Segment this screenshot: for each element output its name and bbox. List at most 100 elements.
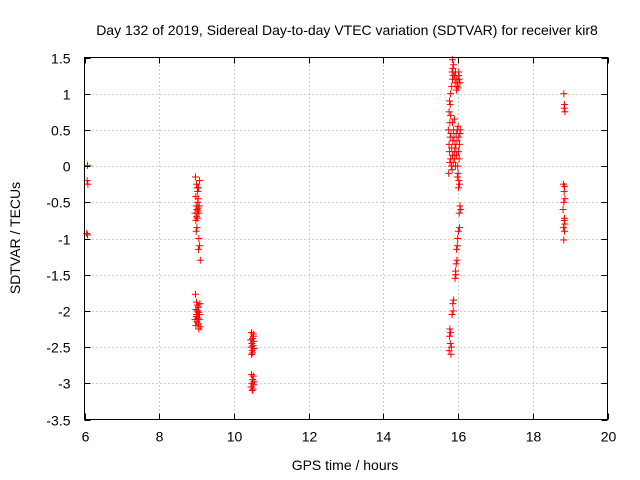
data-point [194,195,202,203]
y-tick-label: 0 [63,159,71,175]
data-point [453,242,461,250]
data-point [452,271,460,279]
data-point [445,332,453,340]
data-point [561,108,569,116]
data-point [457,206,465,214]
data-point [447,90,455,98]
data-point [455,68,463,76]
y-tick-label: 1 [63,87,71,103]
y-tick-label: -3.5 [46,413,70,429]
data-point [561,220,569,228]
data-point [193,206,201,214]
data-point [192,216,200,224]
data-point [249,372,257,380]
y-tick-label: 0.5 [51,123,71,139]
data-point [84,180,92,188]
data-point [445,347,453,355]
data-point [194,184,202,192]
data-point [248,387,256,395]
data-point [447,329,455,337]
data-point [456,180,464,188]
data-point [193,213,201,221]
x-tick-label: 20 [601,429,617,445]
data-point [560,104,568,112]
y-tick-label: -1 [58,232,71,248]
data-point [450,115,458,123]
data-point [559,206,567,214]
data-point [454,235,462,242]
x-tick-label: 16 [451,429,467,445]
data-point [447,111,455,119]
data-point [450,296,458,304]
data-point [449,300,457,308]
axis-ticks [84,57,609,421]
y-tick-label: -2 [58,304,71,320]
data-point [249,385,257,393]
data-point [247,343,255,351]
data-point [449,64,457,72]
data-point [561,227,569,235]
data-point [193,298,201,306]
data-point [456,224,464,232]
data-point [452,144,460,152]
data-point [445,140,453,148]
data-point [455,155,463,163]
data-point [448,166,456,174]
data-points [83,56,569,395]
x-tick-label: 14 [376,429,392,445]
chart-title: Day 132 of 2019, Sidereal Day-to-day VTE… [96,22,598,38]
data-point [560,236,568,244]
data-point [453,245,461,253]
y-tick-label: -0.5 [46,195,70,211]
data-point [193,307,201,315]
data-point [453,256,461,264]
y-tick-label: -3 [58,376,71,392]
data-point [455,75,463,83]
x-tick-label: 8 [156,429,164,445]
data-point [454,162,462,170]
data-point [249,349,257,357]
data-point [446,339,454,347]
data-point [83,231,91,239]
data-point [195,325,203,333]
data-point [456,126,464,134]
data-point [195,235,203,242]
data-point [449,307,457,315]
data-point [453,137,461,145]
x-axis-label: GPS time / hours [292,457,399,473]
y-axis-label: SDTVAR / TECUs [7,182,23,294]
x-tick-label: 18 [526,429,542,445]
data-point [455,133,463,141]
data-point [191,173,199,181]
data-point [451,274,459,282]
data-point [454,122,462,130]
data-point [447,350,455,358]
data-point [196,256,204,264]
data-point [196,300,204,308]
data-point [456,140,464,148]
x-tick-label: 10 [227,429,243,445]
data-point [560,198,568,206]
data-point [249,332,257,340]
data-point [455,209,463,217]
data-point [560,90,568,98]
data-point [192,227,200,235]
data-point [559,224,567,232]
data-point [448,119,456,127]
data-point [561,195,569,203]
data-point [560,216,568,224]
data-point [196,177,204,185]
data-point [194,245,202,253]
tick-labels: 6 8 10 12 14 16 18 20 1.5 1 0.5 0 -0.5 -1 -1.5 -2 -2.5 -3… [46,51,616,445]
data-point [194,187,202,195]
data-point [196,242,204,250]
data-point [454,148,462,156]
data-point [560,187,568,195]
y-tick-label: -2.5 [46,340,70,356]
data-point [446,325,454,333]
data-point [453,151,461,159]
data-point [452,260,460,268]
data-point [456,79,464,87]
data-point [446,101,454,109]
data-point [454,169,462,177]
